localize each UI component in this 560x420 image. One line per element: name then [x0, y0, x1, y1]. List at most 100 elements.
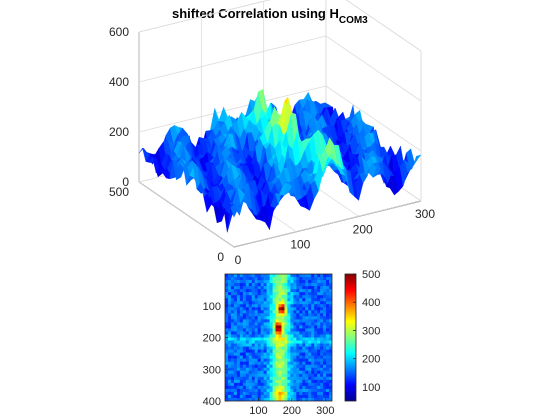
- heatmap-cell: [251, 277, 256, 281]
- heatmap-cell: [245, 319, 250, 323]
- heatmap-cell: [233, 337, 238, 341]
- heatmap-cell: [227, 343, 232, 347]
- heatmap-cell: [308, 388, 312, 393]
- heatmap-cell: [257, 364, 261, 369]
- heatmap-cell: [314, 304, 318, 308]
- heatmap-cell: [266, 388, 270, 393]
- heatmap-cell: [293, 388, 297, 393]
- heatmap-cell: [281, 277, 285, 281]
- heatmap-cell: [299, 334, 303, 338]
- heatmap-cell: [329, 334, 332, 338]
- heatmap-cell: [248, 370, 253, 375]
- heatmap-cell: [239, 331, 244, 335]
- heatmap-cell: [269, 307, 273, 311]
- heatmap-cell: [275, 322, 279, 326]
- heatmap-cell: [236, 340, 241, 344]
- heatmap-cell: [311, 310, 315, 314]
- heatmap-cell: [272, 280, 276, 284]
- heatmap-cell: [269, 304, 273, 308]
- heatmap-cell: [296, 277, 300, 281]
- heatmap-cell: [326, 334, 330, 338]
- heatmap-cell: [248, 385, 253, 390]
- heatmap-cell: [260, 373, 264, 378]
- heatmap-cell: [311, 346, 315, 350]
- heatmap-cell: [269, 274, 273, 278]
- heatmap-cell: [326, 286, 330, 290]
- heatmap-cell: [254, 277, 258, 281]
- heatmap-cell: [227, 370, 232, 375]
- heatmap-cell: [311, 397, 315, 401]
- heatmap-cell: [233, 313, 238, 317]
- heatmap-cell: [320, 358, 324, 362]
- heatmap-cell: [320, 319, 324, 323]
- heatmap-cell: [305, 382, 309, 387]
- heatmap-y-tick-label: 300: [203, 364, 221, 376]
- heatmap-cell: [233, 355, 238, 359]
- heatmap-cell: [329, 385, 332, 390]
- heatmap-cell: [225, 313, 229, 317]
- heatmap-cell: [326, 379, 330, 384]
- heatmap-cell: [239, 304, 244, 308]
- heatmap-cell: [251, 367, 256, 372]
- heatmap-cell: [239, 367, 244, 372]
- heatmap-cell: [296, 346, 300, 350]
- heatmap-cell: [254, 304, 258, 308]
- heatmap-cell: [281, 343, 285, 347]
- heatmap-cell: [225, 319, 229, 323]
- heatmap-cell: [266, 355, 270, 359]
- heatmap-cell: [329, 319, 332, 323]
- heatmap-cell: [239, 349, 244, 353]
- heatmap-cell: [239, 385, 244, 390]
- heatmap-cell: [326, 307, 330, 311]
- heatmap-cell: [257, 313, 261, 317]
- heatmap-cell: [230, 316, 235, 320]
- heatmap-cell: [326, 331, 330, 335]
- heatmap-cell: [308, 292, 312, 296]
- heatmap-cell: [320, 355, 324, 359]
- heatmap-cell: [320, 388, 324, 393]
- heatmap-cell: [284, 328, 288, 332]
- heatmap-cell: [230, 397, 235, 401]
- heatmap-cell: [305, 337, 309, 341]
- heatmap-cell: [287, 283, 291, 287]
- heatmap-cell: [263, 397, 267, 401]
- heatmap-cell: [293, 280, 297, 284]
- heatmap-cell: [296, 334, 300, 338]
- heatmap-cell: [290, 358, 294, 362]
- heatmap-cell: [323, 313, 327, 317]
- heatmap-cell: [323, 373, 327, 378]
- heatmap-cell: [233, 340, 238, 344]
- heatmap-cell: [329, 352, 332, 356]
- heatmap-cell: [263, 340, 267, 344]
- heatmap-cell: [278, 280, 282, 284]
- heatmap-cell: [266, 370, 270, 375]
- heatmap-cell: [278, 391, 282, 396]
- heatmap-cell: [233, 298, 238, 302]
- heatmap-cell: [257, 361, 261, 366]
- heatmap-cell: [266, 277, 270, 281]
- heatmap-cell: [317, 388, 321, 393]
- heatmap-cell: [260, 313, 264, 317]
- heatmap-cell: [245, 283, 250, 287]
- heatmap-cell: [311, 298, 315, 302]
- heatmap-cell: [227, 388, 232, 393]
- heatmap-cell: [245, 274, 250, 278]
- heatmap-cell: [272, 325, 276, 329]
- heatmap-cell: [290, 388, 294, 393]
- heatmap-cell: [308, 340, 312, 344]
- heatmap-cell: [323, 382, 327, 387]
- heatmap-cell: [245, 298, 250, 302]
- heatmap-cell: [323, 352, 327, 356]
- heatmap-cell: [326, 292, 330, 296]
- heatmap-cell: [326, 295, 330, 299]
- heatmap-cell: [233, 394, 238, 399]
- heatmap-cell: [329, 394, 332, 399]
- heatmap-cell: [323, 340, 327, 344]
- heatmap-cell: [242, 355, 247, 359]
- heatmap-cell: [290, 379, 294, 384]
- heatmap-cell: [278, 352, 282, 356]
- heatmap-cell: [311, 340, 315, 344]
- heatmap-cell: [251, 394, 256, 399]
- heatmap-cell: [239, 292, 244, 296]
